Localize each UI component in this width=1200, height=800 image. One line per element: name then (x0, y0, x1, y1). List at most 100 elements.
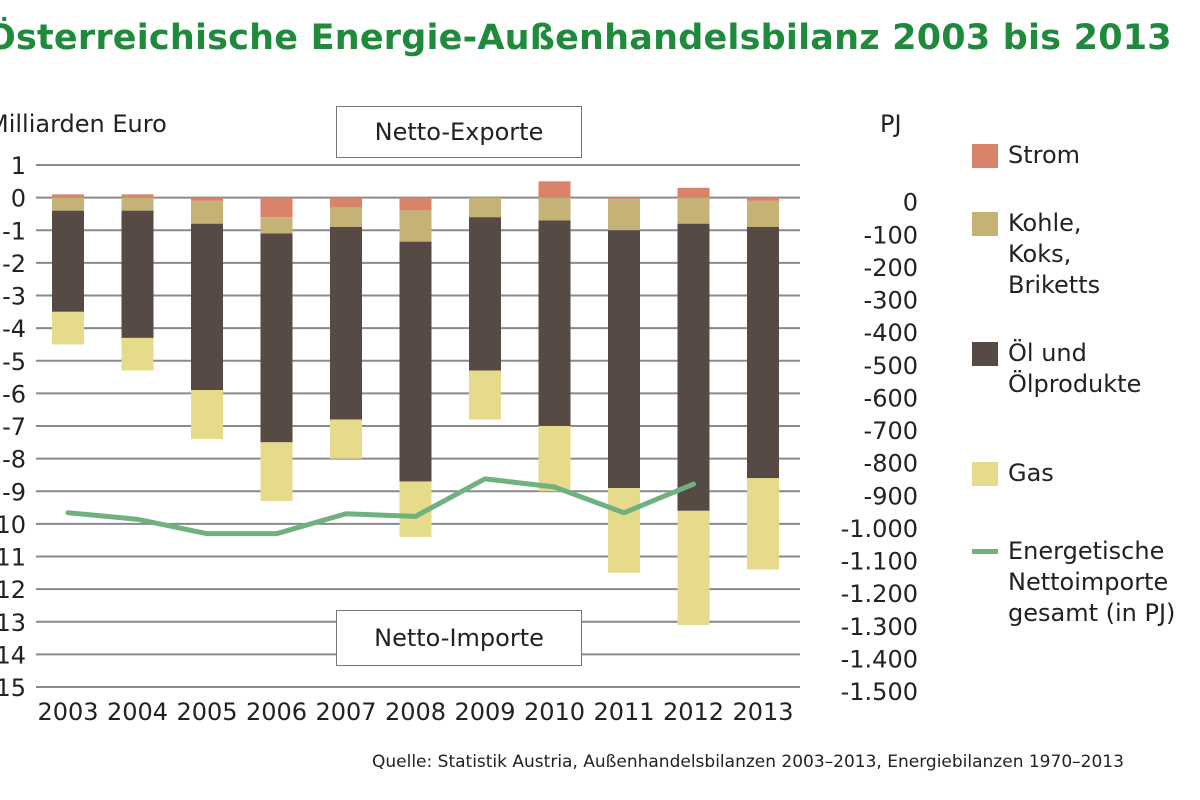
bar-segment-öl-2008 (399, 241, 432, 482)
line-nettoimporte (65, 476, 696, 537)
bar-segment-kohle-2008 (399, 210, 432, 242)
y-tick-label-right: 0 (903, 189, 918, 217)
x-tick-label: 2003 (37, 698, 98, 726)
y-tick-label-right: -400 (864, 319, 918, 347)
source-note: Quelle: Statistik Austria, Außenhandelsb… (372, 752, 1124, 772)
bar-segment-öl-2006 (260, 233, 293, 443)
bar-segment-strom-2003 (52, 194, 84, 198)
bar-segment-gas-2007 (330, 419, 362, 459)
bar-segment-öl-2012 (677, 223, 710, 511)
bar-segment-öl-2007 (330, 226, 362, 420)
y-tick-label-right: -300 (864, 287, 918, 315)
bar-segment-kohle-2013 (747, 200, 779, 227)
bar-segment-strom-2005 (191, 197, 223, 201)
x-tick-label: 2013 (732, 698, 793, 726)
y-tick-label-right: -1.400 (841, 645, 918, 673)
y-tick-label-right: -1.000 (841, 515, 918, 543)
bar-segment-öl-2010 (538, 220, 571, 426)
y-tick-label-left: -4 (2, 315, 26, 343)
y-tick-label-left: -2 (2, 250, 26, 278)
bar-segment-strom-2012 (677, 187, 710, 198)
bar-segment-gas-2013 (747, 478, 779, 570)
legend-label: Strom (1008, 141, 1081, 169)
legend-label: Kohle, Koks, Briketts (1008, 209, 1101, 299)
bar-segment-kohle-2007 (330, 207, 362, 227)
y-tick-label-right: -1.300 (841, 613, 918, 641)
y-tick-label-right: -800 (864, 450, 918, 478)
bar-segment-gas-2005 (191, 390, 223, 440)
bar-segment-kohle-2006 (260, 217, 293, 234)
y-tick-label-right: -600 (864, 384, 918, 412)
x-tick-label: 2004 (107, 698, 168, 726)
chart-title: Österreichische Energie-Außenhandelsbila… (0, 18, 1172, 58)
bar-segment-kohle-2009 (469, 197, 501, 218)
bar-segment-gas-2010 (538, 426, 571, 492)
legend-label: Energetische Nettoimporte gesamt (in PJ) (1008, 537, 1176, 627)
legend-label: Gas (1008, 459, 1054, 487)
bar-segment-kohle-2003 (52, 197, 84, 211)
y-axis-label-left: Milliarden Euro (0, 110, 167, 138)
bar-segment-öl-2011 (608, 230, 640, 488)
y-tick-label-left: -14 (0, 641, 26, 669)
x-tick-label: 2010 (524, 698, 585, 726)
bar-segment-gas-2006 (260, 442, 293, 502)
y-tick-label-left: -15 (0, 674, 26, 702)
legend-swatch-strom (972, 144, 998, 168)
bar-segment-strom-2008 (399, 197, 432, 211)
bar-segment-kohle-2012 (677, 197, 710, 224)
y-tick-label-left: -1 (2, 217, 26, 245)
x-tick-label: 2009 (454, 698, 515, 726)
bar-segment-öl-2004 (121, 210, 154, 338)
bar-segment-öl-2003 (52, 210, 84, 312)
bar-segment-gas-2009 (469, 370, 501, 420)
bar-segment-öl-2009 (469, 217, 501, 371)
bar-segment-kohle-2011 (608, 199, 640, 231)
bar-segment-strom-2013 (747, 197, 779, 201)
legend-swatch-oel (972, 342, 998, 366)
annotation-netto-exporte: Netto-Exporte (336, 106, 582, 158)
y-tick-label-left: -6 (2, 380, 26, 408)
y-tick-label-left: -12 (0, 576, 26, 604)
x-tick-label: 2007 (315, 698, 376, 726)
y-tick-label-left: -5 (2, 348, 26, 376)
bar-segment-gas-2012 (677, 510, 710, 626)
bar-segment-kohle-2010 (538, 197, 571, 221)
y-tick-label-left: -10 (0, 511, 26, 539)
legend-swatch-line (972, 549, 998, 554)
y-tick-label-left: -3 (2, 283, 26, 311)
y-tick-label-right: -1.200 (841, 580, 918, 608)
y-tick-label-left: -13 (0, 609, 26, 637)
y-tick-label-left: -9 (2, 478, 26, 506)
y-tick-label-left: 1 (11, 152, 26, 180)
bar-segment-strom-2007 (330, 197, 362, 208)
bar-segment-öl-2013 (747, 226, 779, 479)
x-tick-label: 2008 (385, 698, 446, 726)
bar-segment-strom-2010 (538, 181, 571, 198)
legend-swatch-kohle (972, 212, 998, 236)
bar-segment-strom-2004 (121, 194, 154, 198)
x-tick-label: 2005 (176, 698, 237, 726)
y-tick-label-right: -500 (864, 352, 918, 380)
y-tick-label-left: -11 (0, 544, 26, 572)
bar-segment-öl-2005 (191, 223, 223, 391)
legend-swatch-gas (972, 462, 998, 486)
x-tick-label: 2006 (246, 698, 307, 726)
x-tick-label: 2012 (663, 698, 724, 726)
bar-segment-strom-2011 (608, 197, 640, 200)
bar-segment-strom-2006 (260, 197, 293, 218)
bar-segment-gas-2011 (608, 487, 640, 573)
y-tick-label-right: -100 (864, 221, 918, 249)
legend-label: Öl und Ölprodukte (1008, 339, 1142, 398)
y-axis-label-right: PJ (880, 110, 902, 138)
annotation-netto-importe: Netto-Importe (336, 610, 582, 666)
bar-segment-kohle-2005 (191, 200, 223, 224)
bar-segment-gas-2003 (52, 311, 84, 345)
y-tick-label-left: 0 (11, 185, 26, 213)
bar-segment-kohle-2004 (121, 197, 154, 211)
bar-segment-gas-2004 (121, 337, 154, 371)
y-tick-label-right: -1.500 (841, 678, 918, 706)
y-tick-label-left: -7 (2, 413, 26, 441)
y-tick-label-right: -200 (864, 254, 918, 282)
y-tick-label-right: -700 (864, 417, 918, 445)
